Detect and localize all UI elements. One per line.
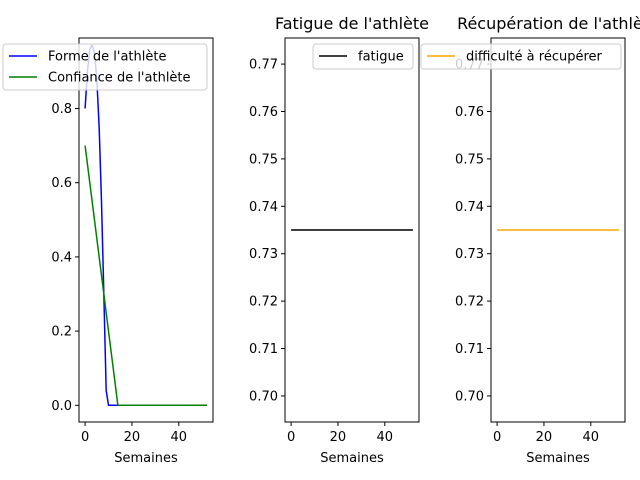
y-tick-label: 0.0 [51,399,72,414]
legend-label: difficulté à récupérer [466,50,603,65]
axis-ticks-1: 0 20 40 0.0 0.2 0.4 0.6 0.8 [51,102,187,445]
x-axis-label-2: Semaines [320,451,384,466]
panel-forme-confiance: 0 20 40 0.0 0.2 0.4 0.6 0.8 Semaines Forme de l… [2,37,214,466]
legend-label: fatigue [358,50,404,65]
plot-area-1 [79,38,213,422]
y-tick-label: 0.70 [455,389,484,404]
legend-label: Confiance de l'athlète [48,71,191,86]
chart-title-3: Récupération de l'athlète [457,14,640,33]
legend-box [312,43,414,70]
y-tick-label: 0.77 [249,58,278,73]
y-tick-label: 0.75 [455,152,484,167]
y-tick-label: 0.2 [51,325,72,340]
y-tick-label: 0.72 [249,295,278,310]
legend-box [2,43,208,91]
y-tick-label: 0.74 [455,200,484,215]
y-tick-label: 0.4 [51,250,72,265]
x-tick-label: 0 [81,430,89,445]
y-tick-label: 0.73 [249,247,278,262]
legend-box [420,43,622,70]
x-tick-label: 20 [124,430,141,445]
x-tick-label: 0 [287,430,295,445]
legend-label: Forme de l'athlète [48,50,166,65]
x-tick-label: 40 [171,430,188,445]
y-tick-label: 0.72 [455,295,484,310]
y-tick-label: 0.71 [249,342,278,357]
legend-1: Forme de l'athlète Confiance de l'athlète [2,43,208,91]
y-tick-label: 0.71 [455,342,484,357]
y-tick-label: 0.70 [249,389,278,404]
plot-frame-1 [78,37,214,423]
legend-3: difficulté à récupérer [420,43,622,70]
x-tick-label: 40 [377,430,394,445]
x-tick-label: 20 [330,430,347,445]
x-axis-label-1: Semaines [114,451,178,466]
y-tick-label: 0.74 [249,200,278,215]
y-tick-label: 0.75 [249,152,278,167]
plot-frame-3 [490,37,626,423]
x-tick-label: 40 [583,430,600,445]
x-tick-label: 0 [493,430,501,445]
y-tick-label: 0.76 [455,105,484,120]
plot-frame-2 [284,37,420,423]
legend-2: fatigue [312,43,414,70]
series-line-2 [84,145,207,407]
chart-title-2: Fatigue de l'athlète [275,14,429,33]
x-tick-label: 20 [536,430,553,445]
y-tick-label: 0.76 [249,105,278,120]
y-tick-label: 0.8 [51,102,72,117]
x-axis-label-3: Semaines [526,451,590,466]
y-tick-label: 0.73 [455,247,484,262]
axis-ticks-2: 0 20 40 0.70 0.71 0.72 0.73 0.74 0.75 0.76 0.77 [249,58,393,445]
y-tick-label: 0.6 [51,176,72,191]
panel-fatigue: 0 20 40 0.70 0.71 0.72 0.73 0.74 0.75 0.76 0.77 Fa… [249,14,429,466]
